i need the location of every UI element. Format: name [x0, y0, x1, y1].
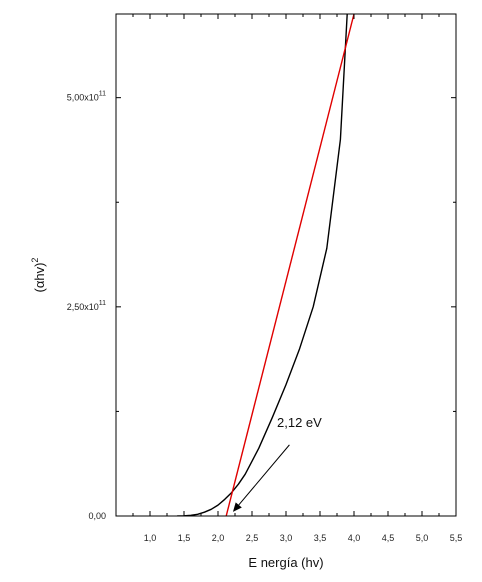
annotation-arrowhead	[232, 502, 242, 512]
series-line-data	[177, 14, 348, 516]
x-tick-label: 5,0	[416, 533, 429, 543]
x-tick-label: 4,5	[382, 533, 395, 543]
y-tick-label: 5,00x1011	[67, 91, 106, 103]
x-tick-label: 2,0	[212, 533, 225, 543]
x-tick-label: 2,5	[246, 533, 259, 543]
plot-frame	[115, 13, 457, 517]
svg-text:(αhv)2: (αhv)2	[30, 258, 47, 293]
x-tick-label: 1,0	[144, 533, 157, 543]
y-tick-label: 0,00	[88, 511, 106, 521]
y-tick-label: 2,50x1011	[67, 300, 106, 312]
x-axis-title: E nergía (hv)	[248, 555, 323, 570]
x-tick-label: 5,5	[450, 533, 463, 543]
annotation-arrow	[238, 444, 290, 506]
x-tick-label: 3,5	[314, 533, 327, 543]
annotation-label: 2,12 eV	[277, 415, 322, 430]
y-axis-title-superscript: 2	[30, 258, 40, 263]
x-tick-label: 1,5	[178, 533, 191, 543]
y-axis-title-main: (αhv)	[32, 263, 47, 293]
series-line-fit	[225, 14, 355, 516]
x-tick-label: 4,0	[348, 533, 361, 543]
x-tick-label: 3,0	[280, 533, 293, 543]
y-axis-title: (αhv)2	[30, 258, 47, 293]
